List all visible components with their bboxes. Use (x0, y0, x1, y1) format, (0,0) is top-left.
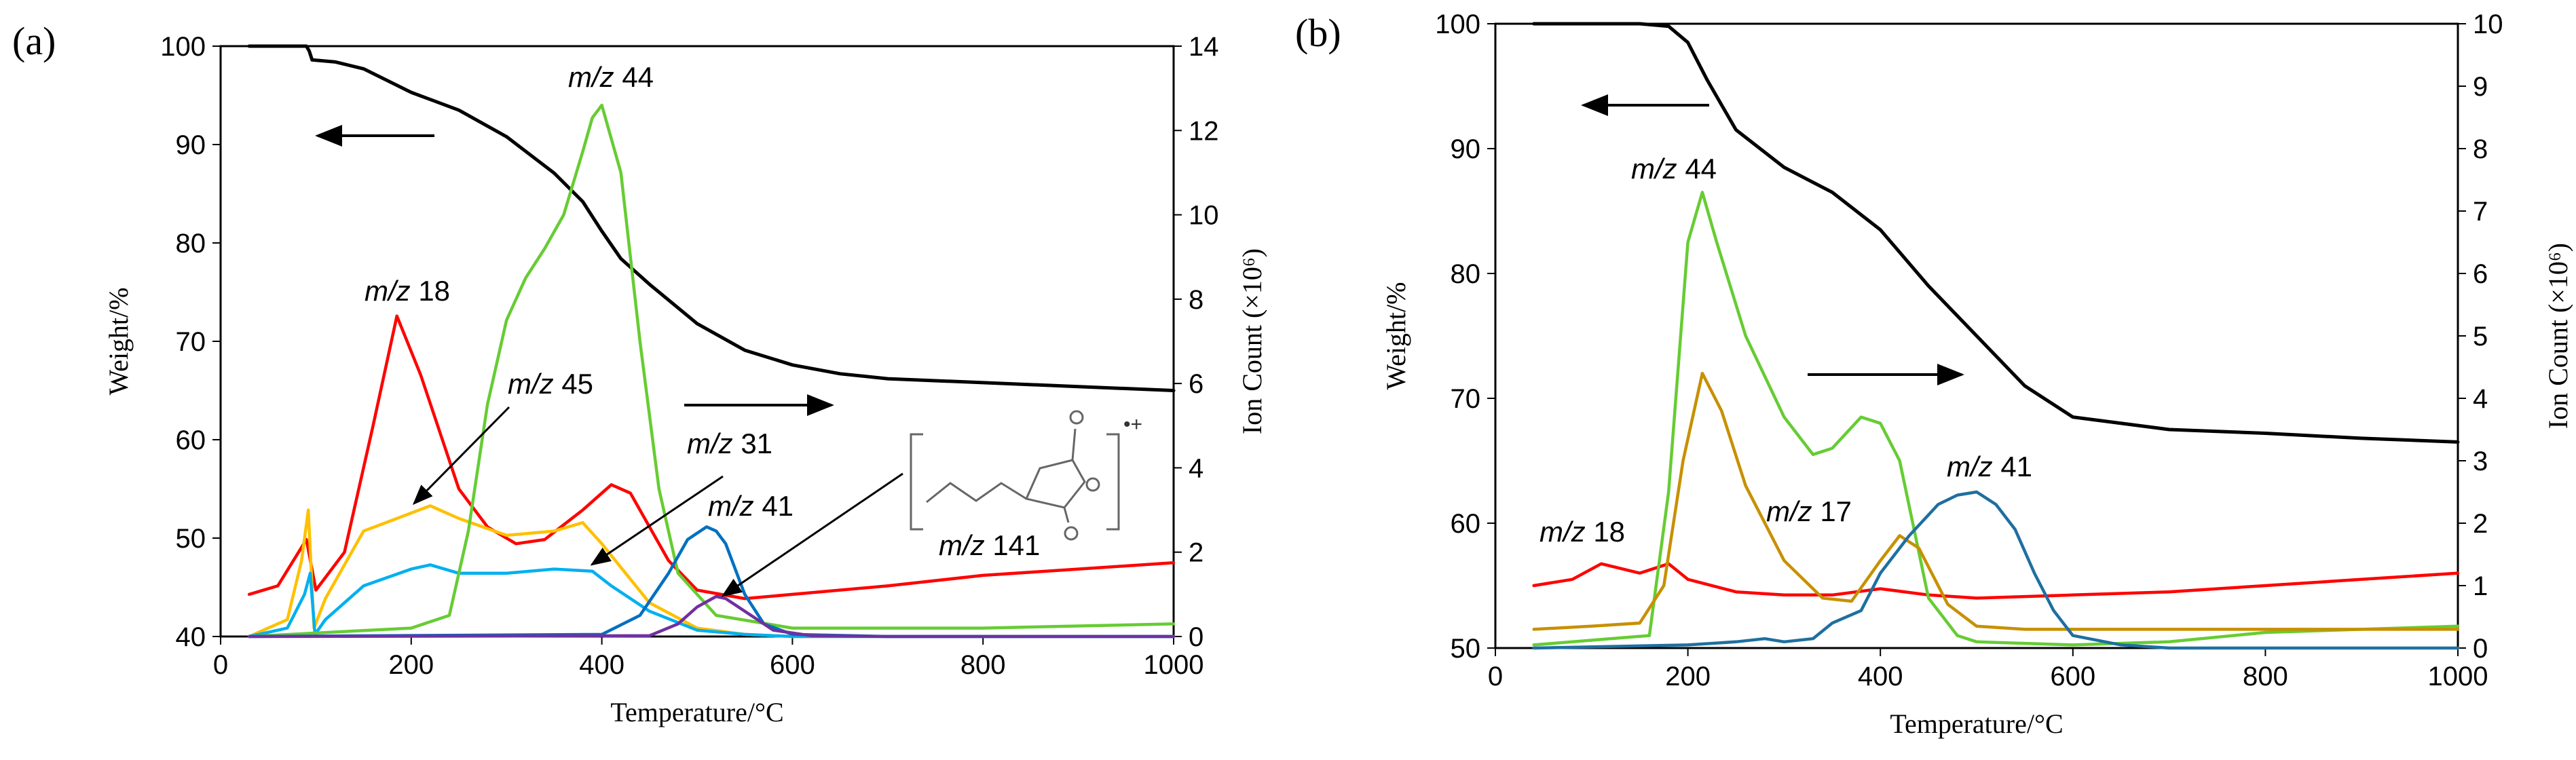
molecule-oxygen-bottom (1064, 526, 1079, 541)
panel-a-x-ticks: 0 200 400 600 800 1000 (213, 636, 1204, 680)
panel-b-x-ticks: 0 200 400 600 800 1000 (1488, 648, 2488, 691)
molecule-carbonyl-bottom (1063, 507, 1070, 523)
panel-a-mz141-pointer (721, 472, 903, 597)
panel-b-mz44-label: m/z 44 (1631, 153, 1717, 185)
y2-tick-label: 10 (1189, 201, 1219, 231)
x-tick-label: 400 (579, 650, 624, 680)
molecule-carbonyl-top (1071, 428, 1077, 461)
panel-a-chart: (a) 0 200 400 600 800 1000 40 50 60 70 80 90 100 0 2… (12, 19, 1267, 727)
series-line-m-z-141 (247, 594, 1176, 639)
panel-b-x-axis-title: Temperature/°C (1890, 708, 2063, 739)
series-line-m-z-44 (247, 103, 1176, 639)
molecule-oxygen-top (1069, 410, 1084, 425)
y2-tick-label: 2 (2473, 509, 2488, 539)
molecule-left-bracket (910, 433, 923, 531)
panel-b-y-ticks: 50 60 70 80 90 100 (1435, 10, 1495, 664)
panel-b-y2-axis-title: Ion Count (×10⁶) (2543, 243, 2573, 429)
y-tick-label: 50 (176, 524, 206, 554)
y2-tick-label: 4 (1189, 453, 1203, 483)
y2-tick-label: 3 (2473, 446, 2488, 476)
y2-tick-label: 9 (2473, 72, 2488, 102)
panel-b-label: (b) (1295, 11, 1341, 55)
x-tick-label: 0 (1488, 662, 1503, 691)
panel-a-y2-ticks: 0 2 4 6 8 10 12 14 (1174, 32, 1219, 652)
x-tick-label: 1000 (1144, 650, 1204, 680)
y-tick-label: 100 (160, 32, 206, 62)
y-tick-label: 80 (176, 229, 206, 259)
y-tick-label: 50 (1451, 634, 1481, 664)
panel-b-y-axis-title: Weight/% (1381, 282, 1411, 390)
panel-a-series (247, 44, 1176, 639)
y-tick-label: 80 (1451, 259, 1481, 289)
x-tick-label: 1000 (2428, 662, 2488, 691)
x-tick-label: 600 (770, 650, 815, 680)
molecule-propyl-chain (926, 482, 1027, 504)
y2-tick-label: 8 (1189, 285, 1203, 315)
series-line-m-z-17 (1532, 371, 2460, 631)
panel-a-mz45-label: m/z 45 (508, 368, 593, 400)
panel-a-mz31-pointer (590, 475, 724, 566)
panel-a-label: (a) (12, 19, 56, 63)
y2-tick-label: 14 (1189, 32, 1219, 62)
panel-b-mz18-label: m/z 18 (1539, 516, 1625, 548)
series-line-m-z-41 (1532, 490, 2460, 650)
panel-a-mz41-label: m/z 41 (708, 490, 794, 522)
y-tick-label: 60 (1451, 509, 1481, 539)
x-tick-label: 800 (2243, 662, 2288, 691)
panel-b-mz41-label: m/z 41 (1947, 451, 2032, 482)
panel-a-y2-axis-title: Ion Count (×10⁶) (1237, 248, 1267, 434)
y-tick-label: 90 (1451, 134, 1481, 164)
x-tick-label: 200 (1665, 662, 1711, 691)
y2-tick-label: 0 (1189, 622, 1203, 652)
panel-b-series (1532, 22, 2460, 650)
panel-a-mz45-pointer (412, 406, 510, 506)
y2-tick-label: 7 (2473, 197, 2488, 227)
molecule-right-bracket (1106, 433, 1120, 531)
x-tick-label: 600 (2050, 662, 2095, 691)
panel-a-molecule-structure (910, 410, 1120, 541)
y2-tick-label: 1 (2473, 571, 2488, 601)
series-line-m-z-18 (247, 314, 1176, 601)
series-line-m-z-18 (1532, 562, 2460, 600)
series-line-weight (1532, 22, 2460, 444)
series-line-m-z-44 (1532, 191, 2460, 647)
panel-a-y-ticks: 40 50 60 70 80 90 100 (160, 32, 221, 652)
y2-tick-label: 6 (2473, 259, 2488, 289)
y2-tick-label: 2 (1189, 538, 1203, 568)
panel-b-chart: (b) 0 200 400 600 800 1000 50 60 70 80 90 100 0 1 2 3… (1295, 10, 2573, 739)
x-tick-label: 200 (388, 650, 434, 680)
panel-a-mz18-label: m/z 18 (365, 275, 450, 307)
y2-tick-label: 12 (1189, 116, 1219, 146)
panel-a-mz141-label: m/z 141 (939, 529, 1040, 561)
y2-tick-label: 5 (2473, 322, 2488, 352)
y-tick-label: 90 (176, 130, 206, 160)
panel-b-mz17-label: m/z 17 (1766, 495, 1852, 527)
y-tick-label: 70 (176, 327, 206, 357)
y-tick-label: 100 (1435, 10, 1480, 39)
x-tick-label: 0 (213, 650, 228, 680)
panel-a-x-axis-title: Temperature/°C (610, 697, 783, 727)
series-line-weight (247, 44, 1176, 392)
panel-a-radical-cation-label: •+ (1123, 413, 1142, 436)
molecule-ring (1024, 459, 1086, 509)
series-line-m-z-31 (247, 563, 1176, 639)
y-tick-label: 40 (176, 622, 206, 652)
y-tick-label: 70 (1451, 384, 1481, 414)
y2-tick-label: 0 (2473, 634, 2488, 664)
y-tick-label: 60 (176, 425, 206, 455)
panel-a-mz31-label: m/z 31 (687, 428, 772, 459)
panel-b-y2-ticks: 0 1 2 3 4 5 6 7 8 9 10 (2458, 10, 2503, 664)
x-tick-label: 400 (1858, 662, 1903, 691)
x-tick-label: 800 (960, 650, 1006, 680)
molecule-oxygen-ring (1085, 477, 1100, 492)
y2-tick-label: 8 (2473, 134, 2488, 164)
y2-tick-label: 6 (1189, 369, 1203, 399)
panel-a-mz44-label: m/z 44 (568, 61, 654, 93)
panel-a-y-axis-title: Weight/% (103, 288, 134, 396)
y2-tick-label: 10 (2473, 10, 2503, 39)
y2-tick-label: 4 (2473, 384, 2488, 414)
